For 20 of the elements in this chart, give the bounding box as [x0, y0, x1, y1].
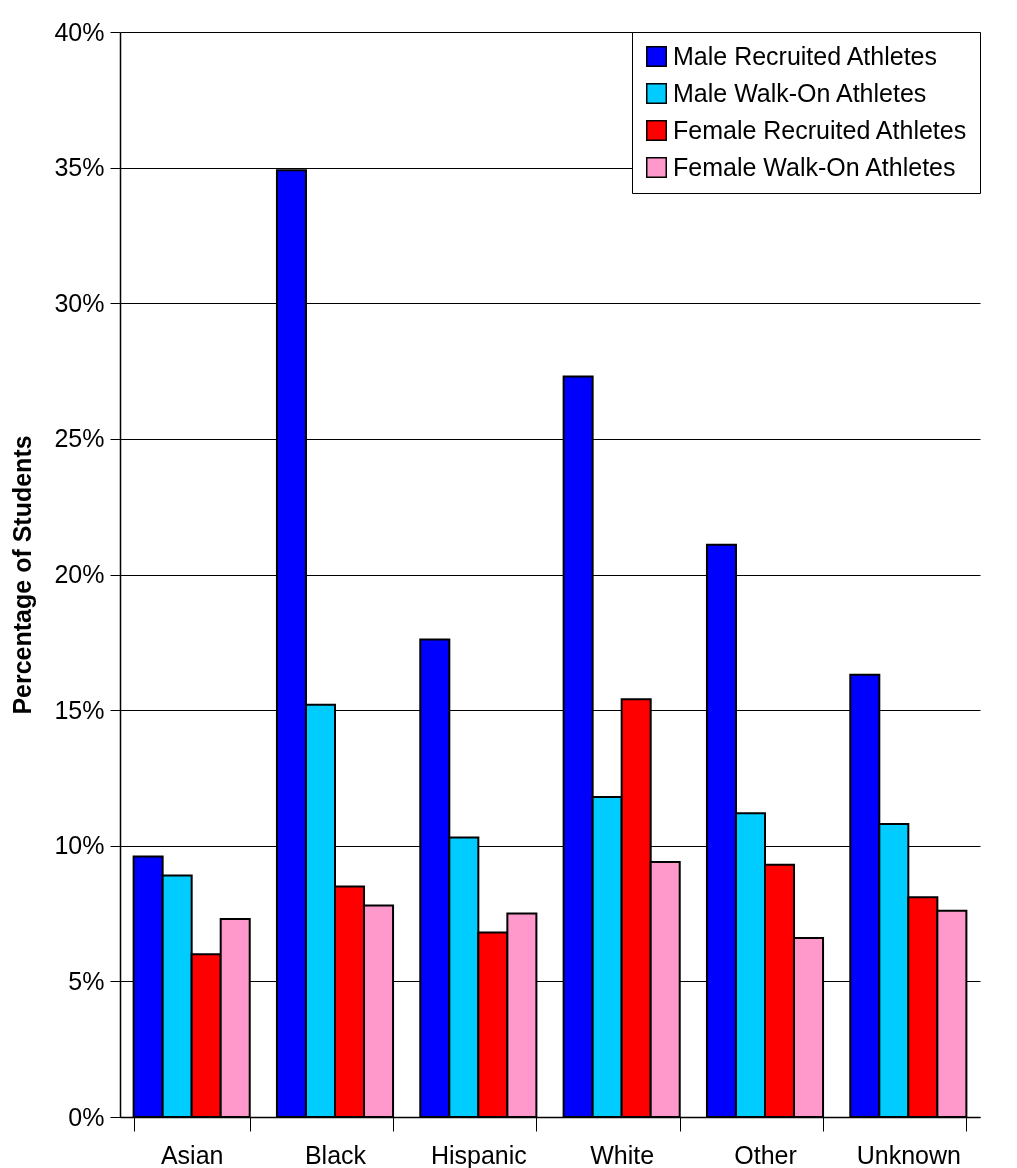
y-tick-label: 20%	[54, 560, 105, 588]
x-tick-label: Asian	[160, 1140, 224, 1168]
y-tick-label: 25%	[54, 424, 105, 453]
x-tick-label: Black	[304, 1140, 367, 1168]
x-tick-label: White	[590, 1140, 655, 1168]
x-tick-label: Hispanic	[430, 1140, 527, 1168]
legend-label: Female Recruited Athletes	[673, 115, 967, 144]
y-tick-label: 10%	[54, 831, 105, 860]
x-tick-label: Unknown	[856, 1140, 961, 1168]
y-tick-label: 5%	[68, 966, 105, 995]
y-tick-label: 15%	[54, 695, 105, 724]
legend-label: Female Walk-On Athletes	[673, 152, 956, 181]
legend-label: Male Walk-On Athletes	[673, 78, 927, 107]
y-tick-label: 35%	[54, 153, 105, 182]
x-tick-label: Other	[734, 1140, 797, 1168]
legend-label: Male Recruited Athletes	[673, 41, 938, 70]
y-tick-label: 0%	[68, 1102, 105, 1131]
y-tick-label: 40%	[54, 17, 105, 46]
y-axis-title: Percentage of Students	[8, 435, 37, 715]
y-tick-label: 30%	[54, 288, 105, 317]
